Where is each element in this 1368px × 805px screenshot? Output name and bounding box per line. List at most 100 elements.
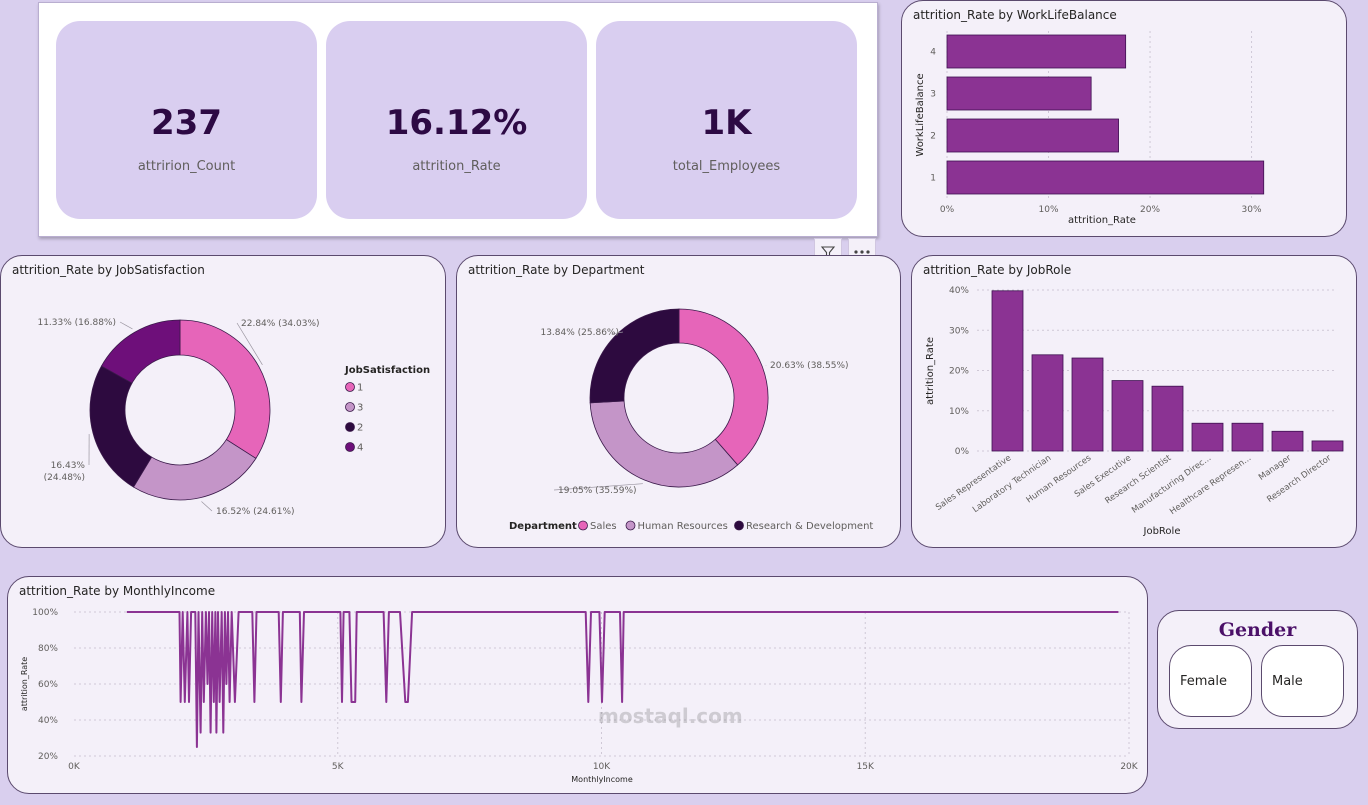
- legend-marker: [734, 520, 744, 531]
- kpi-label: total_Employees: [672, 159, 781, 174]
- x-tick-label: 15K: [857, 762, 875, 772]
- bar: [1071, 357, 1104, 452]
- legend-marker: [345, 382, 355, 392]
- kpi-label: attrition_Rate: [412, 159, 501, 174]
- leader-line: [611, 331, 624, 335]
- kpi-label: attririon_Count: [137, 159, 236, 174]
- legend-label: 3: [357, 403, 363, 414]
- kpi-value: 1K: [701, 103, 752, 143]
- slicer-title: Gender: [1218, 619, 1297, 641]
- kpi-value: 16.12%: [385, 103, 528, 143]
- bar: [991, 290, 1024, 452]
- chart-title: attrition_Rate by WorkLifeBalance: [913, 8, 1117, 22]
- x-tick-label: 10%: [1039, 205, 1059, 215]
- y-tick-label: 60%: [38, 680, 58, 690]
- x-axis-label: attrition_Rate: [1068, 215, 1136, 226]
- chart-panel-worklifebalance[interactable]: attrition_Rate by WorkLifeBalance 0% 10% 2…: [901, 0, 1347, 237]
- y-tick-label: 40%: [38, 716, 58, 726]
- legend-label: Sales: [590, 521, 617, 532]
- data-label: 19.05% (35.59%): [558, 486, 637, 496]
- y-tick-label: 40%: [949, 286, 969, 296]
- x-axis-label: JobRole: [1143, 526, 1181, 537]
- bar: [946, 118, 1119, 153]
- gender-option-female[interactable]: Female: [1169, 645, 1252, 717]
- y-tick-label: 20%: [38, 752, 58, 762]
- kpi-attrition-count[interactable]: 237 attririon_Count: [56, 21, 317, 219]
- leader-line: [119, 321, 133, 330]
- chart-jobsatisfaction: 22.84% (34.03%) 16.52% (24.61%) 16.43% (24.…: [37, 318, 430, 517]
- bar: [1191, 422, 1224, 452]
- donut-slice: [132, 439, 257, 501]
- data-label: 11.33% (16.88%): [37, 318, 116, 328]
- kpi-total-employees[interactable]: 1K total_Employees: [596, 21, 857, 219]
- legend-title: Department: [509, 521, 577, 532]
- data-label: 22.84% (34.03%): [241, 319, 320, 329]
- y-tick-label: 10%: [949, 407, 969, 417]
- gender-option-male[interactable]: Male: [1261, 645, 1344, 717]
- legend-marker: [625, 520, 636, 531]
- chart-title: attrition_Rate by JobRole: [923, 263, 1072, 277]
- data-label: 20.63% (38.55%): [770, 361, 849, 371]
- x-tick-label: 30%: [1242, 205, 1262, 215]
- y-tick-label: 20%: [949, 367, 969, 377]
- leader-line: [553, 483, 643, 491]
- y-axis-label: attrition_Rate: [925, 337, 936, 405]
- x-axis-label: MonthlyIncome: [571, 775, 633, 784]
- y-tick-label: 30%: [949, 326, 969, 336]
- chart-title: attrition_Rate by Department: [468, 263, 645, 277]
- data-label: 16.43%: [51, 461, 86, 471]
- kpi-value: 237: [151, 103, 222, 143]
- legend-label: 1: [357, 383, 363, 394]
- kpi-card-group: 237 attririon_Count 16.12% attrition_Rat…: [38, 2, 878, 237]
- y-tick-label: 3: [930, 90, 936, 100]
- x-tick-label: Manager: [1257, 453, 1294, 483]
- bar: [946, 34, 1127, 69]
- bar: [1111, 380, 1144, 452]
- chart-worklifebalance: 0% 10% 20% 30% 4 3 2 1 attrition_Rate WorkLifeBal…: [915, 31, 1265, 226]
- legend-label: 4: [357, 443, 363, 454]
- leader-line: [236, 322, 263, 365]
- x-tick-label: 10K: [593, 762, 611, 772]
- legend-marker: [578, 520, 588, 531]
- chart-panel-department[interactable]: attrition_Rate by Department 20.63% (38.…: [456, 255, 901, 548]
- kpi-attrition-rate[interactable]: 16.12% attrition_Rate: [326, 21, 587, 219]
- x-tick-label: 5K: [332, 762, 345, 772]
- chart-panel-monthlyincome[interactable]: attrition_Rate by MonthlyIncome 100% 80% 6…: [7, 576, 1148, 794]
- y-axis-label: WorkLifeBalance: [915, 73, 926, 156]
- y-tick-label: 4: [930, 48, 936, 58]
- bar: [1311, 440, 1344, 452]
- x-tick-label: Research Scientist: [1103, 453, 1173, 506]
- y-tick-label: 1: [930, 174, 936, 184]
- series-line: [126, 611, 1119, 748]
- legend-marker: [345, 442, 355, 452]
- x-tick-label: 0K: [68, 762, 81, 772]
- chart-jobrole: 0%10%20%30%40%Sales RepresentativeLabora…: [925, 286, 1344, 537]
- legend-label: Human Resources: [638, 521, 728, 532]
- donut-slice: [179, 319, 271, 459]
- legend-label: 2: [357, 423, 363, 434]
- y-axis-label: attrition_Rate: [20, 657, 29, 711]
- legend-marker: [345, 402, 355, 412]
- donut-slice: [89, 365, 153, 488]
- chart-panel-jobrole[interactable]: attrition_Rate by JobRole 0% 10% 20% 30% 40%…: [911, 255, 1357, 548]
- donut-slice: [589, 400, 739, 488]
- y-tick-label: 2: [930, 132, 936, 142]
- data-label: (24.48%): [44, 473, 85, 483]
- legend-title: JobSatisfaction: [344, 365, 430, 376]
- bar: [1151, 385, 1184, 452]
- chart-department: 20.63% (38.55%) 19.05% (35.59%) 13.84% (25…: [509, 308, 873, 532]
- bar: [1231, 422, 1264, 452]
- donut-slice: [100, 319, 181, 384]
- x-tick-label: Laboratory Technician: [971, 453, 1053, 515]
- x-tick-label: Human Resources: [1025, 453, 1094, 506]
- bar: [1271, 430, 1304, 452]
- x-tick-label: 20K: [1120, 762, 1138, 772]
- chart-panel-jobsatisfaction[interactable]: attrition_Rate by JobSatisfaction 22.84%…: [0, 255, 446, 548]
- y-tick-label: 80%: [38, 644, 58, 654]
- legend-marker: [345, 422, 355, 432]
- y-tick-label: 100%: [32, 608, 58, 618]
- y-tick-label: 0%: [955, 447, 970, 457]
- x-tick-label: 0%: [940, 205, 955, 215]
- gender-slicer: Gender Female Male: [1157, 610, 1358, 729]
- chart-title: attrition_Rate by MonthlyIncome: [19, 584, 216, 598]
